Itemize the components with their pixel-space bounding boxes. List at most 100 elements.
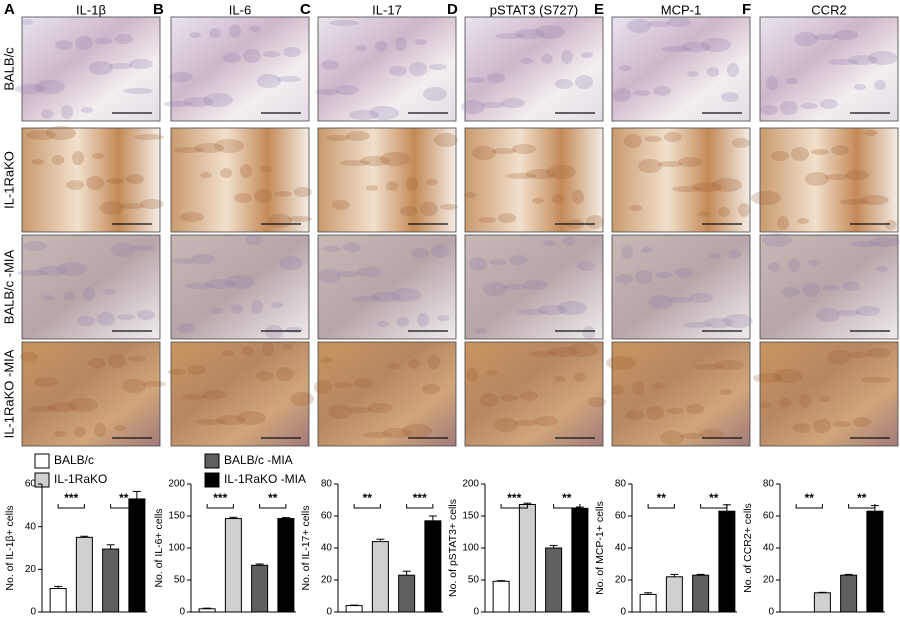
cell-texture	[621, 245, 633, 259]
cell-texture	[262, 342, 274, 356]
cell-texture	[660, 431, 684, 445]
cell-texture	[194, 143, 224, 153]
cell-texture	[680, 433, 704, 439]
cell-texture	[489, 259, 507, 265]
cell-texture	[466, 368, 478, 382]
micrograph	[21, 16, 161, 122]
bar	[224, 518, 242, 613]
y-tick-label: 0	[326, 607, 332, 618]
cell-texture	[786, 78, 798, 84]
cell-texture	[853, 417, 871, 427]
cell-texture	[177, 323, 195, 333]
y-tick-label: 50	[174, 575, 186, 586]
cell-texture	[777, 216, 789, 230]
cell-texture	[108, 354, 126, 368]
cell-texture	[649, 295, 673, 309]
significance-label: ***	[507, 491, 521, 505]
cell-texture	[23, 241, 47, 251]
cell-texture	[279, 256, 303, 270]
cell-texture	[317, 269, 341, 283]
cell-texture	[106, 178, 124, 184]
significance-label: **	[709, 491, 719, 505]
significance-bracket	[259, 504, 287, 509]
y-axis-label: No. of IL-17+ cells	[300, 506, 312, 591]
cell-texture	[35, 80, 65, 94]
cell-texture	[431, 244, 449, 258]
cell-texture	[546, 165, 576, 179]
y-axis-label: No. of pSTAT3+ cells	[447, 499, 459, 597]
cell-texture	[868, 51, 898, 65]
panel-title: IL-6	[229, 2, 251, 17]
micrograph	[317, 16, 457, 122]
cell-texture	[129, 59, 153, 69]
cell-texture	[692, 182, 722, 192]
cell-texture	[647, 21, 671, 27]
cell-texture	[486, 370, 498, 376]
cell-texture	[140, 199, 164, 209]
cell-texture	[131, 245, 155, 251]
cell-texture	[437, 315, 449, 321]
cell-texture	[126, 174, 144, 184]
cell-texture	[827, 350, 851, 364]
bar	[518, 503, 536, 613]
y-axis-label: No. of CCR2+ cells	[742, 503, 754, 593]
micrograph	[759, 127, 899, 233]
cell-texture	[48, 402, 78, 412]
cell-texture	[552, 194, 564, 204]
cell-texture	[231, 304, 243, 314]
cell-texture	[360, 156, 390, 166]
cell-texture	[142, 381, 166, 387]
cell-texture	[242, 346, 254, 356]
cell-texture	[375, 41, 387, 51]
y-tick-label: 60	[615, 511, 627, 522]
cell-texture	[793, 423, 811, 433]
y-tick-label: 100	[168, 543, 185, 554]
cell-texture	[426, 179, 438, 185]
cell-texture	[257, 74, 281, 88]
cell-texture	[202, 390, 226, 400]
bar	[813, 592, 831, 613]
cell-texture	[283, 47, 301, 57]
cell-texture	[415, 39, 427, 45]
legend-label: IL-1RaKO -MIA	[224, 472, 306, 486]
cell-texture	[169, 72, 193, 82]
cell-texture	[123, 88, 153, 94]
cell-texture	[402, 424, 432, 438]
micrograph	[759, 341, 899, 447]
bar	[75, 536, 93, 613]
micrograph	[464, 16, 604, 122]
cell-texture	[712, 178, 742, 192]
cell-texture	[800, 103, 818, 109]
significance-bracket	[110, 504, 138, 509]
y-tick-label: 0	[473, 607, 479, 618]
bar	[251, 564, 269, 613]
cell-texture	[661, 46, 691, 52]
cell-texture	[205, 279, 235, 289]
cell-texture	[406, 177, 418, 191]
significance-label: **	[268, 491, 278, 505]
cell-texture	[819, 396, 831, 402]
cell-texture	[17, 270, 47, 276]
bar	[866, 510, 884, 613]
panel-letter: A	[4, 1, 15, 18]
cell-texture	[346, 131, 370, 141]
cell-texture	[216, 415, 246, 425]
cell-texture	[638, 159, 662, 173]
cell-texture	[814, 34, 838, 40]
legend-swatch	[204, 472, 220, 488]
y-tick-label: 0	[620, 607, 626, 618]
micrograph	[317, 341, 457, 447]
cell-texture	[234, 193, 252, 203]
row-label: BALB/c -MIA	[1, 249, 16, 324]
significance-label: **	[857, 491, 867, 505]
cell-texture	[440, 204, 458, 210]
cell-texture	[52, 155, 64, 165]
cell-texture	[727, 63, 739, 77]
cell-texture	[94, 423, 106, 437]
cell-texture	[334, 382, 352, 388]
y-tick-label: 50	[468, 575, 480, 586]
significance-label: **	[657, 491, 667, 505]
significance-bracket	[500, 504, 528, 509]
y-tick-label: 80	[615, 479, 627, 490]
cell-texture	[831, 145, 849, 155]
